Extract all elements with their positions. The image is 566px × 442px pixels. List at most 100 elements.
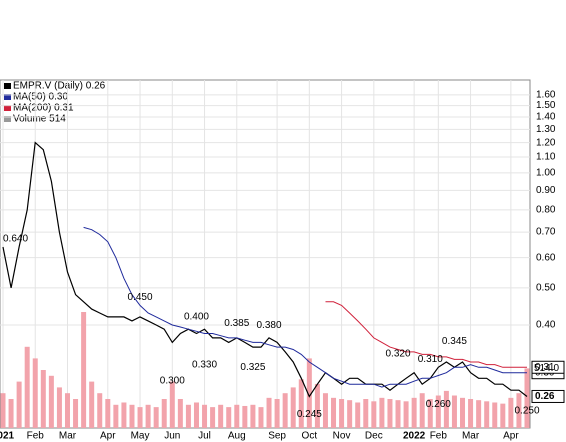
volume-bar [56, 387, 62, 428]
series-line [2, 141, 528, 398]
legend-label: Volume 514 [13, 114, 66, 125]
volume-bar [177, 399, 183, 428]
x-tick-label: Sep [268, 431, 286, 442]
volume-bar [64, 393, 70, 428]
volume-bar [129, 404, 135, 428]
price-annotation: 0.640 [3, 234, 28, 245]
plot-frame [0, 79, 531, 429]
volume-bar [387, 399, 393, 428]
last-value-label: 0.31 [535, 362, 555, 373]
y-tick-label: 0.60 [536, 252, 556, 263]
volume-bar [81, 312, 87, 428]
volume-bar [339, 399, 345, 428]
y-tick-label: 1.20 [536, 137, 556, 148]
volume-bar [403, 401, 409, 428]
volume-bar [145, 404, 151, 428]
volume-bar [73, 399, 79, 428]
x-tick-label: Oct [302, 431, 318, 442]
volume-bar [161, 399, 167, 428]
volume-bar [202, 404, 208, 428]
last-value-tag [531, 389, 565, 403]
x-tick-label: Aug [228, 431, 246, 442]
y-tick-label: 1.00 [536, 168, 556, 179]
volume-bar [347, 400, 353, 428]
price-annotation: 0.260 [426, 399, 451, 410]
volume-bar [306, 358, 312, 428]
volume-bar [193, 402, 199, 428]
volume-bar [113, 404, 119, 428]
price-annotation: 0.330 [192, 360, 217, 371]
price-annotation: 0.325 [240, 362, 265, 373]
legend-label: EMPR.V (Daily) 0.26 [13, 81, 106, 92]
y-tick-label: 0.40 [536, 320, 556, 331]
price-annotation: 0.400 [184, 312, 209, 323]
volume-bar [435, 395, 441, 428]
volume-bar [460, 397, 466, 428]
volume-bar [379, 397, 385, 428]
legend-swatch [4, 116, 11, 122]
y-tick-label: 1.40 [536, 112, 556, 123]
volume-bar [169, 381, 175, 428]
y-tick-label: 0.90 [536, 185, 556, 196]
volume-bar [266, 397, 272, 428]
volume-bar [32, 358, 38, 428]
volume-bar [468, 399, 474, 428]
y-tick-label: 0.80 [536, 205, 556, 216]
last-value-tag [531, 360, 565, 374]
volume-bar [97, 393, 103, 428]
volume-bar [492, 402, 498, 428]
volume-bar [258, 407, 264, 428]
volume-bar [24, 346, 30, 428]
volume-bar [121, 402, 127, 428]
volume-bar [290, 387, 296, 428]
x-tick-label: Mar [462, 431, 480, 442]
x-tick-label: Jul [198, 431, 211, 442]
price-annotation: 0.385 [224, 318, 249, 329]
volume-bar [0, 393, 6, 428]
volume-bar [89, 381, 95, 428]
x-tick-label: Apr [503, 431, 519, 442]
x-tick-label: May [131, 431, 150, 442]
y-tick-label: 0.50 [536, 283, 556, 294]
x-tick-label: Feb [430, 431, 448, 442]
y-tick-label: 1.50 [536, 100, 556, 111]
volume-bar [234, 404, 240, 428]
volume-bar [443, 390, 449, 428]
volume-bar [355, 402, 361, 428]
last-value-label: 514.0 [534, 363, 559, 374]
volume-bar [411, 397, 417, 428]
volume-bar [242, 405, 248, 428]
volume-bar [371, 401, 377, 428]
volume-bar [40, 370, 46, 428]
legend-swatch [4, 94, 11, 100]
x-tick-label: Dec [365, 431, 383, 442]
volume-bar [153, 407, 159, 428]
volume-bar [363, 399, 369, 428]
y-tick-label: 1.60 [536, 90, 556, 101]
volume-bar [8, 399, 14, 428]
price-annotation: 0.245 [297, 409, 322, 420]
volume-bar [508, 397, 514, 428]
y-tick-label: 0.70 [536, 227, 556, 238]
volume-bar [419, 393, 425, 428]
volume-bar [451, 395, 457, 428]
last-value-label: 0.26 [535, 391, 555, 402]
volume-bar [218, 404, 224, 428]
price-annotation: 0.310 [418, 354, 443, 365]
volume-bar [105, 399, 111, 428]
price-annotation: 0.250 [514, 406, 539, 417]
volume-bar [331, 397, 337, 428]
volume-bar [226, 407, 232, 428]
price-annotation: 0.380 [257, 320, 282, 331]
volume-bar [322, 393, 328, 428]
volume-bar [314, 383, 320, 428]
y-tick-label: 1.10 [536, 152, 556, 163]
x-tick-label: 2021 [0, 431, 15, 442]
volume-bar [500, 403, 506, 428]
y-tick-label: 1.30 [536, 124, 556, 135]
price-annotation: 0.450 [128, 292, 153, 303]
legend-swatch [4, 83, 11, 89]
volume-bar [524, 368, 530, 428]
